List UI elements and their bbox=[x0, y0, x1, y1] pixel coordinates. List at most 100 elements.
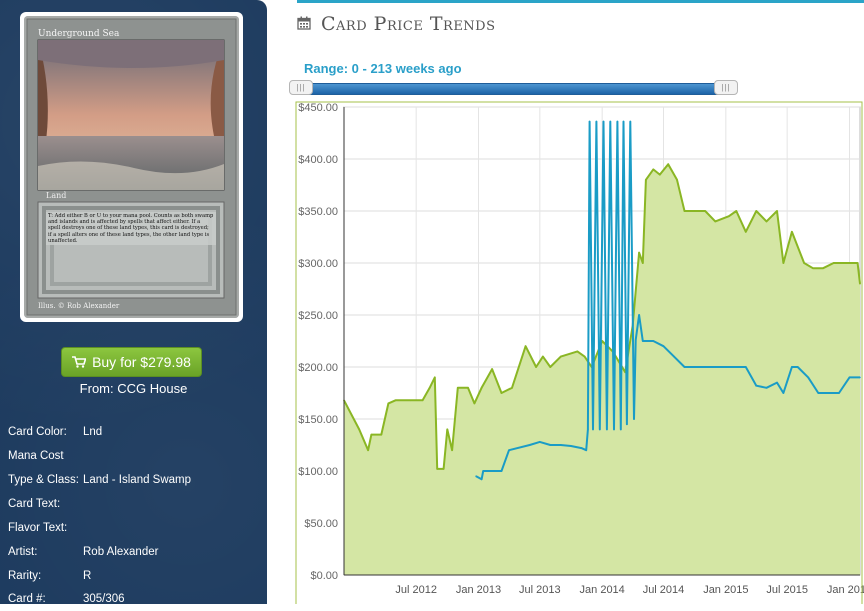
detail-key: Artist: bbox=[8, 546, 38, 558]
y-tick-label: $450.00 bbox=[298, 102, 338, 114]
series-point-blue bbox=[602, 120, 605, 123]
series-point-green bbox=[473, 402, 476, 405]
card-illustrator-text: Illus. © Rob Alexander bbox=[38, 302, 120, 310]
detail-key: Card Text: bbox=[8, 498, 61, 510]
series-point-green bbox=[638, 251, 640, 254]
series-point-blue bbox=[638, 314, 640, 316]
series-point-green bbox=[642, 262, 644, 264]
series-point-green bbox=[812, 267, 814, 269]
detail-key: Mana Cost bbox=[8, 450, 64, 462]
series-point-green bbox=[803, 262, 805, 264]
series-point-green bbox=[859, 283, 861, 285]
series-point-green bbox=[791, 231, 793, 233]
y-tick-label: $300.00 bbox=[298, 258, 338, 270]
series-point-green bbox=[542, 355, 544, 358]
detail-key: Flavor Text: bbox=[8, 522, 68, 534]
x-tick-label: Jul 2015 bbox=[766, 584, 808, 596]
series-point-green bbox=[728, 215, 730, 217]
series-point-green bbox=[765, 220, 768, 223]
card-image-frame: Underground Sea Land T: Add either B or … bbox=[20, 12, 243, 322]
series-point-blue bbox=[765, 387, 768, 389]
detail-row-card-color: Card Color: Lnd bbox=[8, 426, 263, 444]
series-point-green bbox=[409, 399, 412, 402]
series-point-green bbox=[451, 449, 453, 452]
detail-value: 305/306 bbox=[83, 593, 125, 605]
series-point-green bbox=[782, 262, 785, 264]
price-trends-header: Card Price Trends bbox=[297, 0, 864, 40]
chart-border bbox=[295, 101, 863, 604]
detail-key: Rarity: bbox=[8, 570, 42, 582]
detail-value: Rob Alexander bbox=[83, 546, 159, 558]
y-tick-label: $0.00 bbox=[310, 570, 338, 582]
x-tick-label: Jan 2016 bbox=[827, 584, 864, 596]
series-point-green bbox=[491, 368, 493, 370]
chart-series-layer bbox=[343, 120, 861, 575]
series-point-blue bbox=[560, 444, 562, 446]
series-point-blue bbox=[587, 428, 589, 431]
series-point-green bbox=[457, 387, 459, 389]
x-tick-label: Jan 2015 bbox=[703, 584, 748, 596]
series-point-blue bbox=[634, 339, 637, 341]
shopping-cart-icon bbox=[72, 356, 87, 368]
series-point-blue bbox=[683, 366, 686, 368]
series-point-blue bbox=[528, 444, 531, 446]
series-point-green bbox=[576, 350, 579, 353]
series-point-green bbox=[856, 262, 859, 264]
series-point-blue bbox=[493, 470, 495, 472]
series-point-blue bbox=[592, 428, 594, 431]
series-point-blue bbox=[693, 366, 696, 368]
range-slider-right-handle[interactable]: ||| bbox=[714, 80, 738, 95]
series-point-blue bbox=[606, 428, 608, 431]
series-point-green bbox=[436, 468, 438, 470]
detail-key: Type & Class: bbox=[8, 474, 79, 486]
series-point-blue bbox=[500, 470, 503, 472]
series-point-green bbox=[776, 210, 778, 212]
x-tick-label: Jul 2012 bbox=[395, 584, 437, 596]
series-point-blue bbox=[662, 345, 665, 347]
series-point-blue bbox=[782, 392, 785, 394]
series-point-green bbox=[842, 262, 845, 264]
series-point-blue bbox=[609, 120, 612, 123]
y-tick-label: $250.00 bbox=[298, 310, 338, 322]
series-point-blue bbox=[848, 376, 851, 379]
series-point-green bbox=[446, 428, 449, 431]
series-line-green bbox=[343, 163, 861, 470]
series-point-blue bbox=[570, 445, 572, 447]
series-point-blue bbox=[588, 120, 591, 123]
detail-value: R bbox=[83, 570, 92, 582]
series-point-blue bbox=[673, 355, 675, 358]
series-point-blue bbox=[642, 340, 644, 342]
page-title: Card Price Trends bbox=[321, 13, 496, 35]
series-point-green bbox=[500, 392, 503, 394]
series-point-green bbox=[358, 428, 360, 431]
x-tick-label: Jan 2013 bbox=[456, 584, 501, 596]
series-point-blue bbox=[629, 120, 632, 123]
series-point-blue bbox=[725, 366, 727, 368]
series-point-blue bbox=[755, 384, 758, 387]
series-point-green bbox=[745, 231, 747, 233]
buy-button[interactable]: Buy for $279.98 bbox=[61, 347, 202, 377]
series-point-blue bbox=[549, 444, 552, 446]
range-slider-left-handle[interactable]: ||| bbox=[289, 80, 313, 95]
series-point-green bbox=[735, 210, 738, 212]
series-point-blue bbox=[807, 376, 809, 379]
detail-row-mana-cost: Mana Cost bbox=[8, 450, 263, 468]
detail-row-artist: Artist: Rob Alexander bbox=[8, 546, 263, 564]
series-point-green bbox=[832, 262, 835, 264]
range-slider-track[interactable] bbox=[298, 83, 730, 95]
series-point-green bbox=[645, 179, 647, 181]
detail-row-card-number: Card #: 305/306 bbox=[8, 593, 263, 611]
series-point-blue bbox=[482, 470, 484, 472]
detail-key: Card Color: bbox=[8, 426, 67, 438]
price-chart: $0.00 $50.00 $100.00 $150.00 $200.00 $250.00 $… bbox=[295, 101, 864, 604]
series-point-green bbox=[434, 376, 436, 379]
card-rules-text: T: Add either B or U to your mana pool. … bbox=[46, 212, 216, 246]
x-tick-label: Jan 2014 bbox=[580, 584, 625, 596]
series-point-blue bbox=[714, 366, 717, 368]
series-point-green bbox=[480, 387, 483, 389]
series-point-green bbox=[659, 173, 661, 176]
series-point-green bbox=[683, 210, 686, 212]
series-point-green bbox=[822, 267, 824, 269]
series-point-blue bbox=[580, 447, 583, 449]
series-point-blue bbox=[616, 120, 619, 123]
